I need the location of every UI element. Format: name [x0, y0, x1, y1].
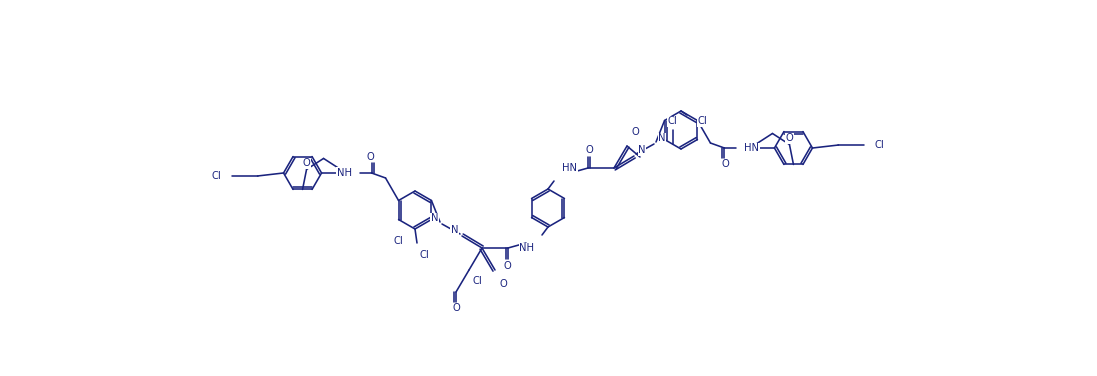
Text: N: N: [658, 133, 666, 143]
Text: Cl: Cl: [419, 250, 429, 260]
Text: Cl: Cl: [874, 140, 884, 150]
Text: O: O: [499, 279, 507, 289]
Text: NH: NH: [337, 168, 351, 178]
Text: NH: NH: [519, 243, 534, 253]
Text: N: N: [638, 145, 645, 155]
Text: O: O: [452, 303, 460, 313]
Text: O: O: [303, 158, 310, 168]
Text: O: O: [785, 133, 793, 144]
Text: N: N: [430, 213, 438, 223]
Text: O: O: [722, 159, 730, 169]
Text: Cl: Cl: [212, 171, 222, 181]
Text: O: O: [585, 145, 592, 155]
Text: O: O: [366, 152, 374, 162]
Text: O: O: [631, 127, 638, 137]
Text: Cl: Cl: [472, 276, 482, 286]
Text: O: O: [504, 261, 511, 271]
Text: HN: HN: [562, 163, 577, 173]
Text: Cl: Cl: [394, 235, 404, 246]
Text: HN: HN: [745, 143, 759, 153]
Text: Cl: Cl: [668, 116, 678, 126]
Text: Cl: Cl: [697, 116, 706, 126]
Text: N: N: [451, 225, 459, 235]
